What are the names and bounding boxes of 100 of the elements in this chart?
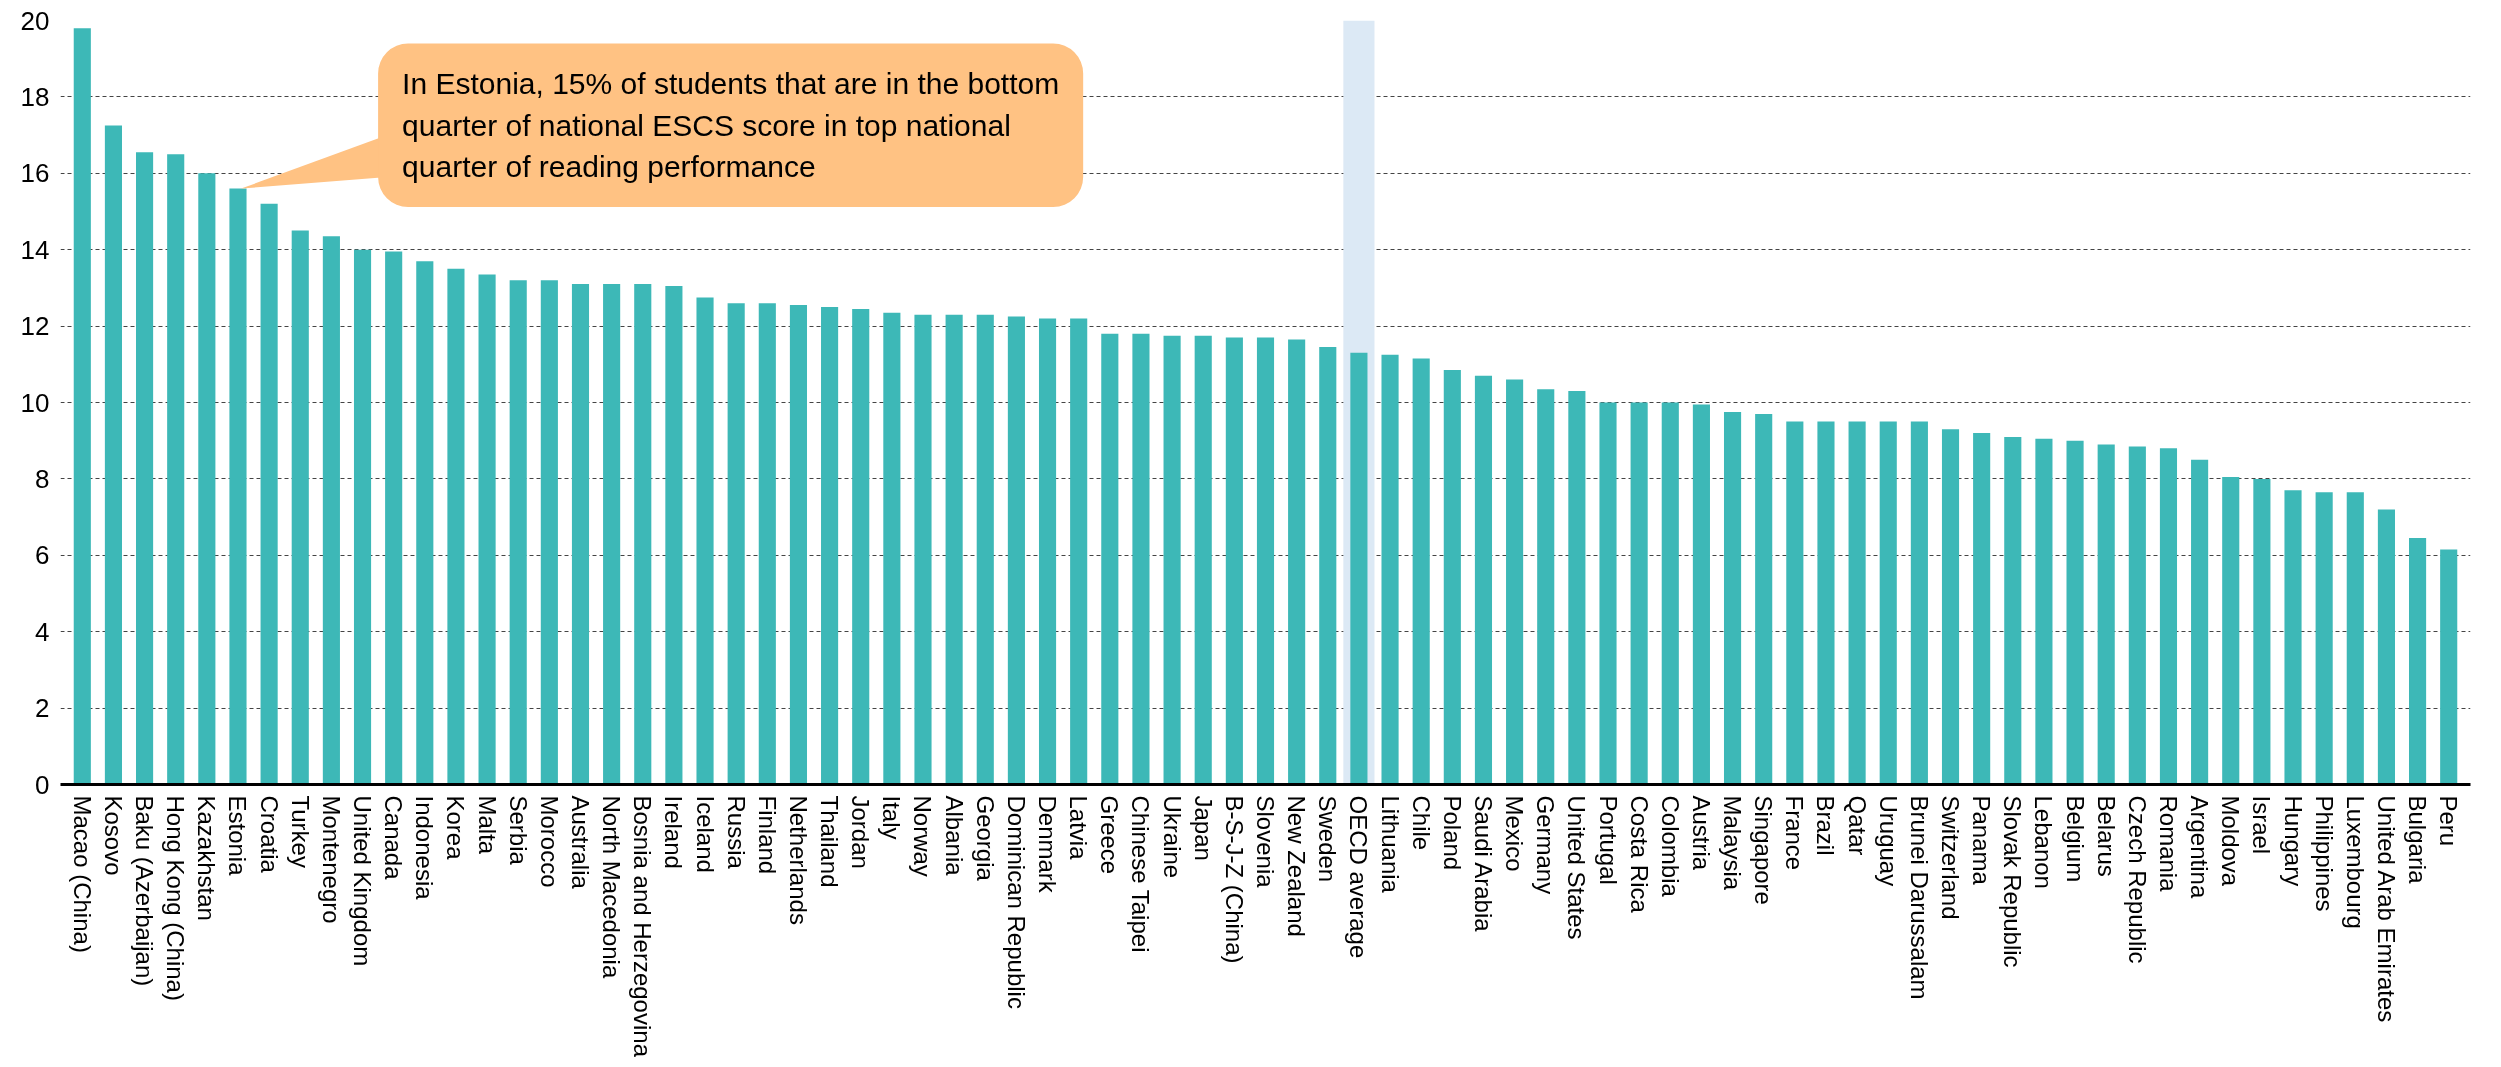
x-tick-label: Lithuania	[1376, 795, 1404, 894]
bar	[1350, 352, 1368, 785]
bar	[758, 303, 776, 785]
x-tick-label: Russia	[722, 795, 750, 870]
x-tick-label: Montenegro	[317, 795, 345, 924]
bar	[1692, 404, 1710, 785]
x-tick-label: Kazakhstan	[193, 795, 221, 921]
bar	[1101, 333, 1119, 785]
x-tick-label: Chile	[1407, 795, 1435, 851]
y-tick-label: 14	[20, 234, 50, 265]
y-tick-label: 4	[35, 616, 50, 647]
bar	[883, 312, 901, 785]
x-tick-label: Baku (Azerbaijan)	[131, 795, 159, 987]
bar	[2440, 549, 2458, 785]
x-tick-label: Morocco	[535, 795, 563, 888]
bar	[2409, 538, 2427, 785]
x-tick-label: Albania	[940, 795, 968, 877]
bar	[2191, 459, 2209, 785]
x-tick-label: OECD average	[1345, 795, 1373, 959]
x-tick-label: Austria	[1687, 795, 1715, 871]
bar	[1661, 402, 1679, 785]
bar	[1910, 421, 1928, 785]
annotation: In Estonia, 15% of students that are in the bottom quarter of national ESCS score in top national quarter of reading performance	[402, 67, 1060, 183]
bar	[1038, 318, 1057, 785]
bar	[198, 173, 216, 785]
x-tick-label: Iceland	[691, 795, 719, 873]
bar	[478, 274, 496, 785]
x-tick-label: Saudi Arabia	[1469, 795, 1497, 933]
x-tick-label: Hungary	[2279, 795, 2307, 887]
bar	[447, 268, 465, 785]
x-tick-label: Bosnia and Herzegovina	[629, 795, 657, 1058]
x-tick-label: Netherlands	[784, 795, 812, 925]
bar	[353, 249, 372, 785]
x-tick-label: Norway	[909, 795, 937, 877]
y-tick-label: 2	[35, 693, 50, 724]
bar	[696, 297, 714, 785]
bar	[260, 203, 278, 785]
bar	[1225, 337, 1243, 785]
bar	[416, 261, 434, 785]
bar	[136, 152, 154, 785]
bar	[634, 284, 652, 785]
bar	[665, 285, 683, 785]
x-tick-label: Ukraine	[1158, 795, 1186, 879]
x-tick-label: United Arab Emirates	[2372, 795, 2400, 1023]
bar	[104, 125, 122, 785]
x-tick-label: United States	[1563, 795, 1591, 940]
bar	[509, 280, 527, 785]
x-tick-label: Turkey	[286, 795, 314, 868]
x-tick-label: Bulgaria	[2404, 795, 2432, 885]
x-tick-label: Finland	[753, 795, 781, 875]
x-tick-label: Chinese Taipei	[1127, 795, 1155, 953]
bar	[789, 305, 808, 785]
x-tick-label: Slovak Republic	[1999, 795, 2027, 968]
x-tick-label: Uruguay	[1874, 795, 1902, 887]
bar	[1848, 421, 1866, 785]
bar	[1443, 370, 1461, 785]
x-tick-label: Panama	[1968, 795, 1996, 886]
bar	[1194, 335, 1212, 785]
bar	[1474, 375, 1493, 785]
bar	[1163, 335, 1181, 785]
x-tick-label: Poland	[1438, 795, 1466, 871]
bar	[1723, 412, 1742, 785]
y-tick-label: 8	[35, 463, 50, 494]
bar	[2284, 490, 2302, 785]
x-tick-label: Mexico	[1501, 795, 1529, 872]
x-tick-label: Colombia	[1656, 795, 1684, 898]
bar	[1381, 354, 1399, 785]
bar	[2035, 438, 2053, 785]
bar	[385, 251, 403, 785]
bar	[603, 284, 621, 785]
bar	[540, 280, 558, 785]
x-tick-label: Macao (China)	[68, 795, 96, 953]
x-tick-label: Croatia	[255, 795, 283, 874]
bar	[2253, 478, 2271, 785]
x-tick-label: Latvia	[1065, 795, 1093, 861]
bar	[73, 28, 91, 785]
bar	[1412, 358, 1430, 785]
y-tick-label: 10	[20, 387, 50, 418]
x-tick-label: United Kingdom	[349, 795, 377, 967]
x-tick-label: Korea	[442, 795, 470, 861]
x-tick-label: Romania	[2154, 795, 2182, 893]
x-tick-label: Philippines	[2310, 795, 2338, 912]
x-tick-label: Czech Republic	[2123, 795, 2151, 964]
bar	[291, 230, 309, 785]
x-tick-label: Qatar	[1843, 795, 1871, 856]
x-tick-label: Portugal	[1594, 795, 1622, 885]
x-tick-label: Peru	[2435, 795, 2463, 847]
bar	[2066, 440, 2084, 785]
y-tick-label: 12	[20, 311, 50, 342]
x-tick-label: Slovenia	[1252, 795, 1279, 889]
x-tick-label: Lebanon	[2030, 795, 2058, 889]
x-tick-label: Switzerland	[1937, 795, 1965, 920]
y-tick-label: 6	[35, 540, 50, 571]
bar	[1879, 421, 1897, 785]
x-tick-label: B-S-J-Z (China)	[1220, 795, 1248, 964]
x-tick-label: Malaysia	[1719, 795, 1747, 891]
x-tick-label: Indonesia	[411, 795, 439, 901]
bar	[2315, 492, 2333, 785]
bar	[1630, 402, 1648, 785]
bar	[1256, 337, 1275, 785]
